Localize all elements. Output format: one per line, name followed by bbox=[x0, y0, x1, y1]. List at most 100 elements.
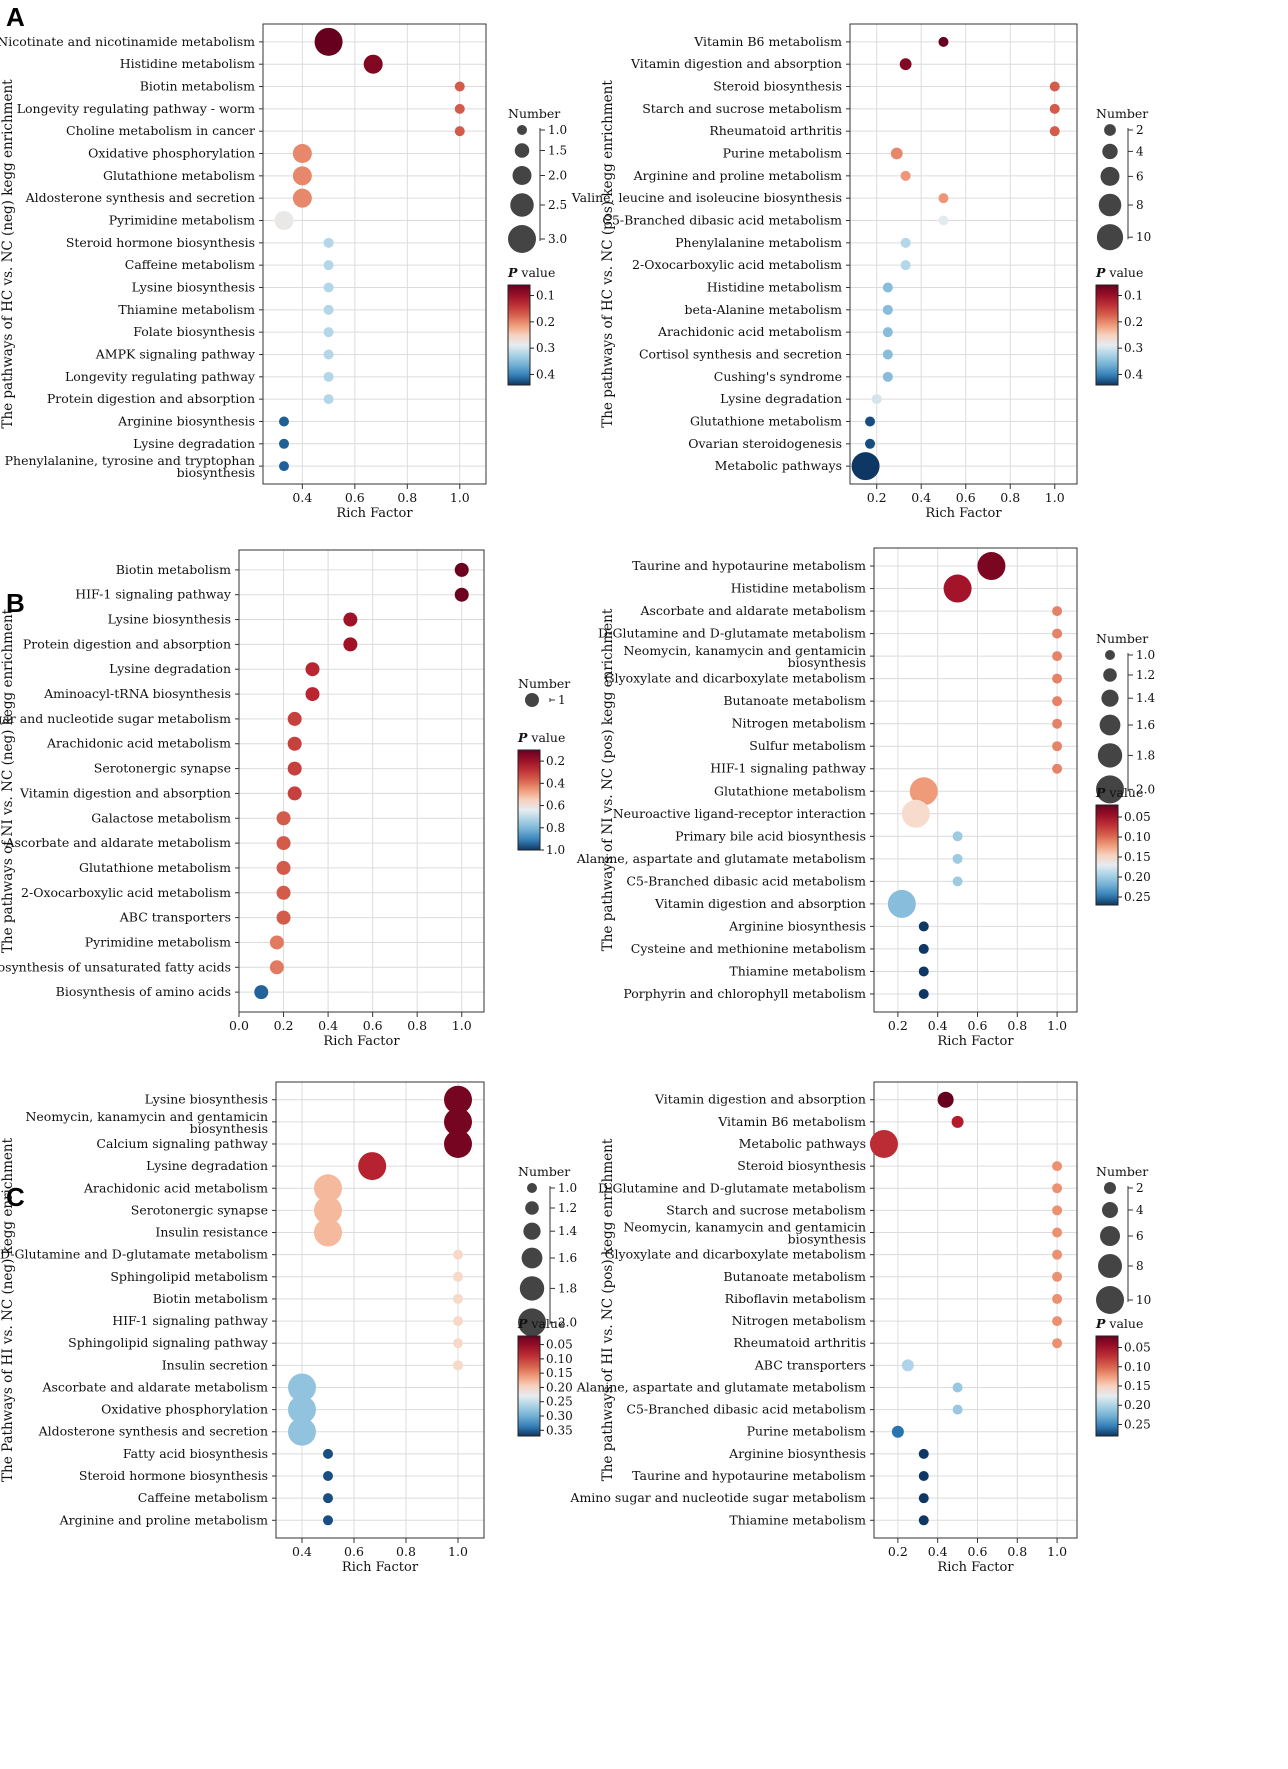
color-legend-title-p: P bbox=[1095, 785, 1106, 800]
data-point bbox=[937, 1091, 954, 1108]
x-axis-label: Rich Factor bbox=[937, 1034, 1014, 1049]
color-legend-title-rest: value bbox=[1105, 265, 1143, 280]
x-tick-label: 0.4 bbox=[928, 1018, 948, 1033]
size-legend-dot bbox=[1102, 1202, 1118, 1218]
data-point bbox=[1052, 673, 1063, 684]
pathway-label: Insulin resistance bbox=[155, 1225, 268, 1240]
pathway-label-line: biosynthesis bbox=[788, 655, 866, 670]
pathway-label: Protein digestion and absorption bbox=[47, 391, 255, 406]
pathway-label: Glutathione metabolism bbox=[79, 860, 231, 875]
chart-a-right: Vitamin B6 metabolism Vitamin digestion a… bbox=[571, 23, 1151, 521]
pathway-label: Ascorbate and aldarate metabolism bbox=[4, 835, 231, 850]
data-point bbox=[882, 349, 893, 360]
data-point bbox=[918, 921, 929, 932]
data-point bbox=[1052, 1205, 1063, 1216]
color-bar-label: 0.10 bbox=[546, 1352, 573, 1366]
size-legend-label: 1.0 bbox=[548, 123, 567, 137]
color-bar-label: 0.2 bbox=[546, 754, 565, 768]
data-point bbox=[453, 1316, 463, 1327]
pathway-label: Vitamin digestion and absorption bbox=[630, 56, 842, 71]
color-bar-label: 0.15 bbox=[546, 1366, 573, 1380]
data-point bbox=[314, 1196, 342, 1225]
pathway-label: Cysteine and methionine metabolism bbox=[631, 941, 866, 956]
pathway-label: D-Glutamine and D-glutamate metabolism bbox=[598, 626, 866, 641]
pathway-label: Sphingolipid signaling pathway bbox=[68, 1335, 269, 1350]
data-point bbox=[358, 1152, 387, 1181]
pathway-label: Histidine metabolism bbox=[120, 56, 255, 71]
x-tick-label: 0.4 bbox=[911, 490, 931, 505]
panel-label-b: B bbox=[6, 588, 25, 618]
data-point bbox=[453, 1293, 463, 1304]
x-tick-label: 0.4 bbox=[292, 490, 312, 505]
data-point bbox=[882, 282, 893, 293]
data-point bbox=[274, 211, 294, 231]
data-point bbox=[323, 1448, 333, 1459]
x-tick-label: 0.4 bbox=[318, 1018, 338, 1033]
data-point bbox=[444, 1085, 472, 1114]
color-bar-label: 0.20 bbox=[1124, 870, 1151, 884]
x-tick-label: 0.4 bbox=[928, 1544, 948, 1559]
size-legend-dot bbox=[1096, 1286, 1124, 1314]
data-point bbox=[901, 799, 930, 828]
data-point bbox=[869, 1129, 898, 1158]
data-point bbox=[323, 260, 334, 271]
size-legend-dot bbox=[518, 1308, 546, 1337]
size-legend-dot bbox=[514, 143, 530, 158]
color-bar-label: 0.6 bbox=[546, 799, 565, 813]
data-point bbox=[938, 193, 949, 204]
pathway-label: Glyoxylate and dicarboxylate metabolism bbox=[605, 1247, 867, 1262]
plot-frame bbox=[849, 23, 1078, 485]
pathway-label: Neomycin, kanamycin and gentamicin biosyn… bbox=[25, 1109, 268, 1136]
chart-b-left: Biotin metabolism HIF-1 signaling pathway… bbox=[0, 549, 570, 1049]
size-legend-dot bbox=[519, 1276, 545, 1301]
pathway-label: Vitamin digestion and absorption bbox=[19, 785, 231, 800]
pathway-label: Rheumatoid arthritis bbox=[733, 1335, 866, 1350]
pathway-label: Biotin metabolism bbox=[140, 79, 255, 94]
size-legend-dot bbox=[527, 1183, 537, 1193]
size-legend-label: 2.0 bbox=[1136, 782, 1155, 796]
y-axis-label: The pathways of NI vs. NC (pos) kegg enr… bbox=[600, 608, 616, 951]
size-legend-label: 1.5 bbox=[548, 144, 567, 158]
plot-frame bbox=[873, 547, 1078, 1013]
color-legend-title: P value bbox=[517, 1316, 565, 1331]
pathway-label: Lysine biosynthesis bbox=[108, 612, 231, 627]
pathway-label: Protein digestion and absorption bbox=[23, 636, 231, 651]
data-point bbox=[453, 1271, 463, 1282]
data-point bbox=[918, 1448, 929, 1459]
color-bar-label: 0.15 bbox=[1124, 850, 1151, 864]
color-bar bbox=[517, 1335, 541, 1437]
size-legend-label: 1.0 bbox=[558, 1181, 577, 1195]
data-point bbox=[343, 612, 358, 627]
size-legend-label: 2.5 bbox=[548, 198, 567, 212]
pathway-label: Arginine and proline metabolism bbox=[59, 1512, 269, 1527]
color-legend-title-rest: value bbox=[1105, 785, 1143, 800]
color-bar-label: 0.4 bbox=[1124, 367, 1143, 381]
pathway-label: C5-Branched dibasic acid metabolism bbox=[602, 213, 842, 228]
data-point bbox=[952, 1382, 963, 1393]
data-point bbox=[287, 711, 302, 726]
pathway-label: Amino sugar and nucleotide sugar metabol… bbox=[0, 711, 231, 726]
data-point bbox=[882, 304, 893, 315]
size-legend-title: Number bbox=[1096, 631, 1148, 646]
size-legend-dot bbox=[1099, 714, 1121, 736]
size-legend-dot bbox=[1104, 124, 1116, 136]
pathway-label: Pyrimidine metabolism bbox=[85, 934, 231, 949]
pathway-label: Biotin metabolism bbox=[116, 562, 231, 577]
x-tick-label: 0.8 bbox=[407, 1018, 427, 1033]
color-legend-title: P value bbox=[1095, 1316, 1143, 1331]
pathway-label: Lysine degradation bbox=[109, 661, 231, 676]
data-point bbox=[1049, 81, 1060, 92]
pathway-label-line: biosynthesis bbox=[177, 465, 255, 480]
size-legend-label: 1.8 bbox=[1136, 748, 1155, 762]
data-point bbox=[454, 587, 469, 602]
data-point bbox=[1052, 1338, 1063, 1349]
pathway-label: Aminoacyl-tRNA biosynthesis bbox=[43, 686, 231, 701]
pathway-label: Arginine biosynthesis bbox=[117, 413, 255, 428]
color-bar-label: 0.25 bbox=[1124, 1417, 1151, 1431]
color-bar bbox=[517, 749, 541, 851]
data-point bbox=[1049, 126, 1060, 137]
pathway-label: Ascorbate and aldarate metabolism bbox=[41, 1379, 268, 1394]
y-axis-label: The pathways of NI vs. NC (neg) kegg enr… bbox=[0, 608, 16, 953]
data-point bbox=[323, 237, 334, 248]
